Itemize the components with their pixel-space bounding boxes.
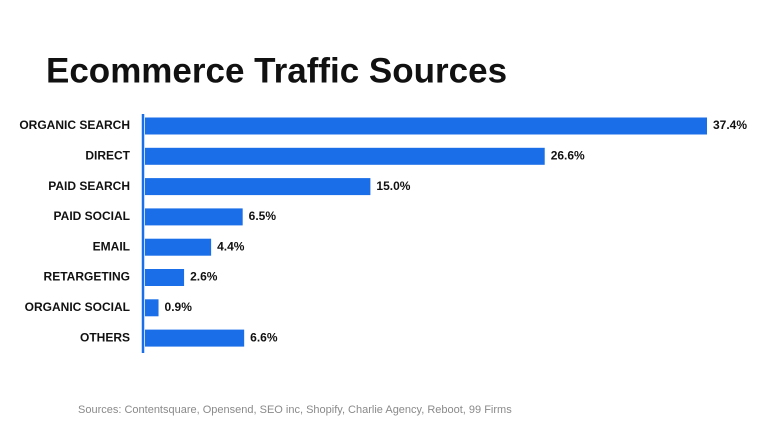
value-label: 6.6% [250,330,278,344]
value-label: 15.0% [376,179,410,193]
bar [145,329,245,347]
category-label: OTHERS [80,330,130,344]
bar [145,208,243,226]
category-label: PAID SOCIAL [54,209,130,223]
category-label: ORGANIC SOCIAL [25,300,130,314]
category-label: DIRECT [85,148,130,162]
category-label: EMAIL [93,239,130,253]
bar [145,117,707,135]
bar [145,238,212,256]
chart-title: Ecommerce Traffic Sources [46,51,507,90]
source-note: Sources: Contentsquare, Opensend, SEO in… [78,404,512,416]
bar [145,299,159,317]
value-label: 4.4% [217,239,245,253]
bar [145,269,185,286]
value-label: 6.5% [249,209,277,223]
category-label: ORGANIC SEARCH [19,118,130,132]
category-label: PAID SEARCH [48,179,130,193]
value-label: 2.6% [190,270,218,284]
value-label: 0.9% [165,300,193,314]
value-label: 37.4% [713,118,747,132]
bar [145,178,371,196]
value-label: 26.6% [551,148,585,162]
bar [145,147,545,165]
category-label: RETARGETING [44,270,130,284]
